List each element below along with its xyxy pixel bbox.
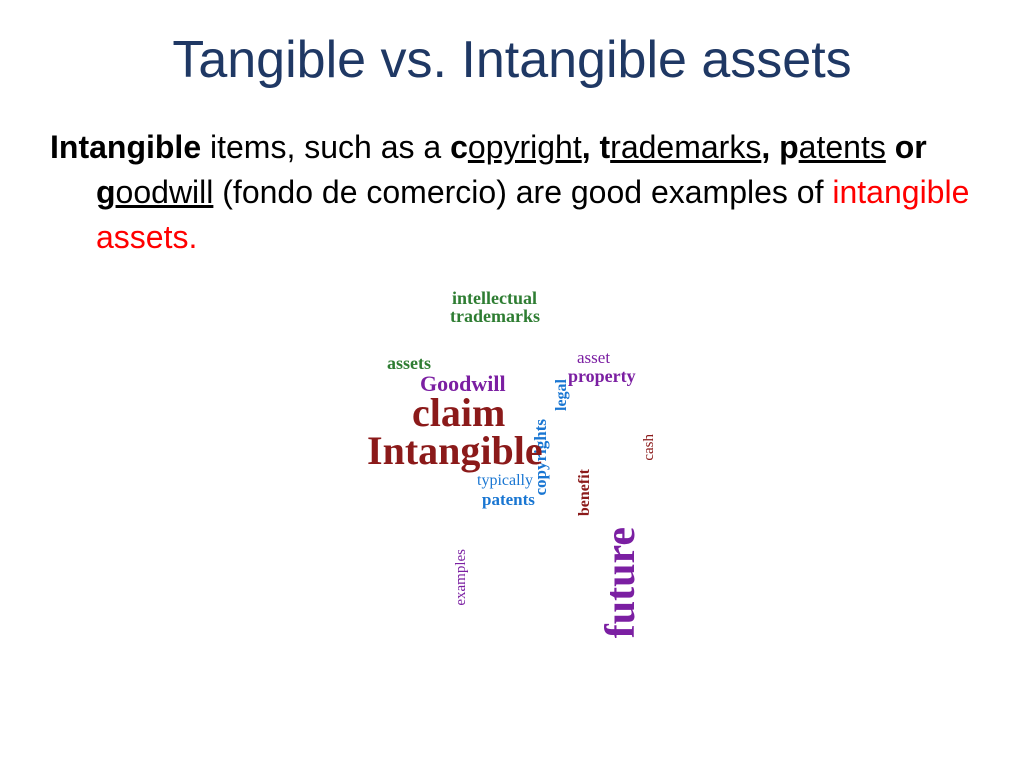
wordcloud-word: patents xyxy=(482,491,535,508)
c-fill: opyright xyxy=(468,129,582,165)
wordcloud-word: property xyxy=(568,367,636,385)
wordcloud-word: intellectual xyxy=(452,289,537,307)
wordcloud-word: benefit xyxy=(577,469,593,516)
word-cloud: intellectualtrademarksassetscopyrightsle… xyxy=(332,289,692,569)
wordcloud-word: future xyxy=(600,527,642,638)
wordcloud-word: examples xyxy=(454,549,469,606)
c-letter: c xyxy=(450,129,468,165)
comma1: , xyxy=(582,129,591,165)
p-letter: p xyxy=(779,129,799,165)
body-paragraph: Intangible items, such as a copyright, t… xyxy=(40,125,984,259)
wordcloud-word: claim xyxy=(412,393,505,433)
lead-word: Intangible xyxy=(50,129,201,165)
g-fill: oodwill xyxy=(116,174,214,210)
p-fill: atents xyxy=(799,129,886,165)
wordcloud-word: asset xyxy=(577,349,610,366)
slide-title: Tangible vs. Intangible assets xyxy=(40,30,984,90)
wordcloud-word: Intangible xyxy=(367,431,543,471)
wordcloud-word: typically xyxy=(477,473,533,489)
wordcloud-word: trademarks xyxy=(450,307,540,325)
comma2: , xyxy=(761,129,779,165)
wordcloud-word: cash xyxy=(642,434,657,461)
slide-container: Tangible vs. Intangible assets Intangibl… xyxy=(0,0,1024,768)
wordcloud-word: assets xyxy=(387,354,431,372)
seg1: items, such as a xyxy=(201,129,450,165)
t-letter: t xyxy=(600,129,611,165)
seg2: (fondo de comercio) are good examples of xyxy=(213,174,832,210)
t-fill: rademarks xyxy=(610,129,761,165)
